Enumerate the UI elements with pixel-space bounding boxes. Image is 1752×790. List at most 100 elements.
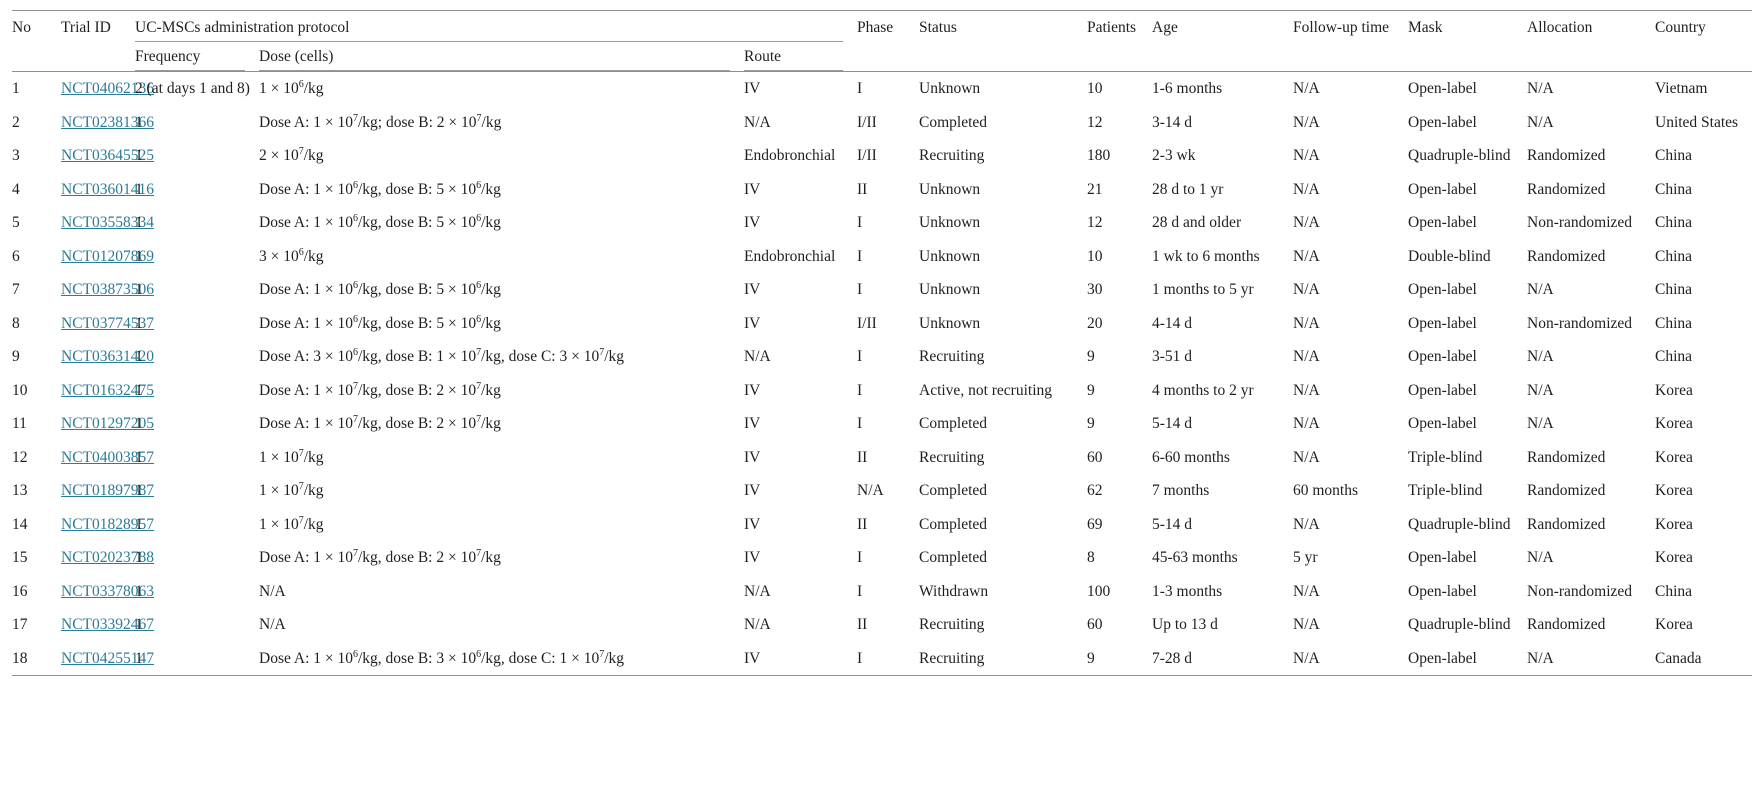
cell-phase: I — [857, 381, 863, 399]
trial-row: 12 NCT04003857 1 1 × 107/kg IV II Recruiting 60… — [12, 441, 1752, 475]
cell-age: 1 months to 5 yr — [1152, 281, 1254, 298]
cell-allocation: N/A — [1527, 281, 1554, 298]
cell-age: 4-14 d — [1152, 314, 1193, 332]
cell-age: Up to 13 d — [1152, 616, 1218, 633]
cell-patients: 100 — [1087, 582, 1111, 600]
cell-age: 3-14 d — [1152, 113, 1193, 131]
trial-id-link[interactable]: NCT03558334 — [61, 214, 154, 231]
cell-country: Korea — [1655, 616, 1693, 633]
trial-id-link[interactable]: NCT03631420 — [61, 348, 154, 365]
cell-follow-up-time: N/A — [1293, 80, 1320, 97]
trial-id-link[interactable]: NCT04062136 — [61, 80, 154, 97]
cell-status: Withdrawn — [919, 582, 989, 600]
col-header-phase: Phase — [857, 19, 894, 36]
trial-row: 16 NCT03378063 1 N/A N/A I Withdrawn 100 1-3 mon… — [12, 575, 1752, 609]
trial-id-link[interactable]: NCT04003857 — [61, 448, 154, 466]
trial-row: 1 NCT04062136 2 (at days 1 and 8) 1 × 106/k… — [12, 72, 1752, 106]
cell-phase: I — [857, 247, 863, 265]
cell-mask: Triple-blind — [1408, 482, 1483, 499]
protocol-group-label: UC-MSCs administration protocol — [135, 19, 350, 36]
cell-trial-id-link: NCT03558334 — [61, 206, 154, 240]
cell-status: Unknown — [919, 247, 981, 265]
cell-dose: Dose A: 1 × 107/kg; dose B: 2 × 107/kg — [259, 112, 502, 131]
cell-patients: 60 — [1087, 616, 1103, 633]
cell-country: Korea — [1655, 448, 1693, 466]
cell-status: Completed — [919, 113, 988, 131]
cell-country: China — [1655, 582, 1693, 600]
trial-id-link[interactable]: NCT02023788 — [61, 549, 154, 566]
cell-route: IV — [744, 80, 761, 97]
cell-follow-up-time: N/A — [1293, 641, 1408, 676]
trial-id-link[interactable]: NCT01207869 — [61, 247, 154, 265]
dose-label: Dose (cells) — [259, 48, 334, 65]
cell-dose: Dose A: 1 × 106/kg, dose B: 5 × 106/kg — [259, 179, 501, 198]
cell-allocation: Randomized — [1527, 482, 1606, 499]
trial-id-link[interactable]: NCT01297205 — [61, 415, 154, 432]
cell-follow-up-time: N/A — [1293, 515, 1320, 533]
cell-age: 1-3 months — [1152, 582, 1223, 600]
trial-row: 14 NCT01828957 1 1 × 107/kg IV II Completed 69 5… — [12, 508, 1752, 542]
cell-follow-up-time: N/A — [1293, 147, 1320, 164]
cell-phase: I — [857, 415, 863, 432]
cell-row-no: 13 — [12, 482, 28, 499]
cell-phase: I — [857, 348, 863, 365]
cell-trial-id-link: NCT03392467 — [61, 608, 154, 642]
cell-phase: N/A — [857, 482, 884, 499]
cell-age: 1-6 months — [1152, 80, 1223, 97]
cell-dose: Dose A: 1 × 106/kg, dose B: 5 × 106/kg — [259, 279, 501, 298]
cell-patients: 21 — [1087, 180, 1103, 198]
cell-follow-up-time: N/A — [1293, 113, 1320, 131]
trial-row: 2 NCT02381366 1 Dose A: 1 × 107/kg; dose B:… — [12, 106, 1752, 140]
cell-follow-up-time: N/A — [1293, 415, 1320, 432]
cell-frequency: 1 — [135, 415, 143, 432]
cell-route: IV — [744, 314, 761, 332]
cell-mask: Open-label — [1408, 113, 1477, 131]
cell-phase: I/II — [857, 314, 877, 332]
cell-row-no: 18 — [12, 641, 61, 676]
cell-trial-id-link: NCT01632475 — [61, 374, 154, 408]
cell-mask: Open-label — [1408, 641, 1527, 676]
cell-age: 7-28 d — [1152, 641, 1293, 676]
cell-country: China — [1655, 147, 1693, 164]
cell-frequency: 1 — [135, 641, 259, 676]
trial-id-link[interactable]: NCT03601416 — [61, 180, 154, 198]
cell-route: IV — [744, 549, 761, 566]
trial-row: 10 NCT01632475 1 Dose A: 1 × 107/kg, dose B… — [12, 374, 1752, 408]
col-header-protocol-group: UC-MSCs administration protocol — [135, 11, 857, 42]
cell-country: Korea — [1655, 482, 1693, 499]
trial-id-link[interactable]: NCT03378063 — [61, 582, 154, 600]
cell-dose: 1 × 106/kg — [259, 78, 324, 97]
trial-id-link[interactable]: NCT01632475 — [61, 381, 154, 399]
cell-frequency: 1 — [135, 549, 143, 566]
trial-row: 11 NCT01297205 1 Dose A: 1 × 107/kg, dose B… — [12, 407, 1752, 441]
cell-trial-id-link: NCT03873506 — [61, 273, 154, 307]
cell-phase: I/II — [857, 113, 877, 131]
trial-id-link[interactable]: NCT03645525 — [61, 147, 154, 164]
cell-country: Canada — [1655, 641, 1752, 676]
cell-mask: Open-label — [1408, 314, 1477, 332]
trial-id-link[interactable]: NCT03392467 — [61, 616, 154, 633]
cell-row-no: 10 — [12, 381, 28, 399]
cell-route: IV — [744, 281, 761, 298]
cell-status: Unknown — [919, 214, 981, 231]
table-body: 1 NCT04062136 2 (at days 1 and 8) 1 × 106/k… — [12, 72, 1752, 676]
cell-route: N/A — [744, 348, 771, 365]
trial-id-link[interactable]: NCT04255147 — [61, 649, 154, 667]
trial-id-link[interactable]: NCT03873506 — [61, 281, 154, 298]
trial-id-link[interactable]: NCT03774537 — [61, 314, 154, 332]
trial-id-link[interactable]: NCT02381366 — [61, 113, 154, 131]
trial-id-link[interactable]: NCT01897987 — [61, 482, 154, 499]
cell-follow-up-time: N/A — [1293, 180, 1320, 198]
cell-country: China — [1655, 180, 1693, 198]
cell-route: IV — [744, 415, 761, 432]
cell-trial-id-link: NCT01828957 — [61, 508, 154, 542]
col-header-country: Country — [1655, 19, 1706, 36]
cell-row-no: 15 — [12, 549, 28, 566]
trial-row: 4 NCT03601416 1 Dose A: 1 × 106/kg, dose B:… — [12, 173, 1752, 207]
col-header-patients: Patients — [1087, 19, 1137, 36]
trial-id-link[interactable]: NCT01828957 — [61, 515, 154, 533]
cell-phase: I/II — [857, 147, 877, 164]
cell-row-no: 12 — [12, 448, 28, 466]
col-header-follow-up-time: Follow-up time — [1293, 19, 1390, 36]
cell-mask: Open-label — [1408, 214, 1477, 231]
